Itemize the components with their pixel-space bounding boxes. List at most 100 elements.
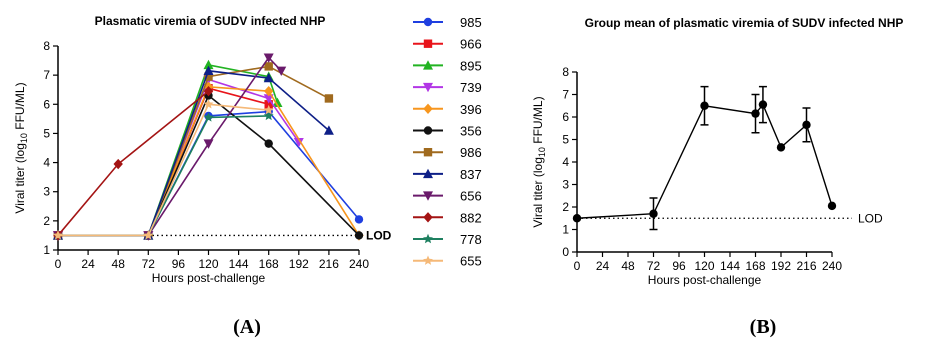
- data-point: [203, 65, 214, 75]
- y-tick-label: 8: [43, 39, 50, 53]
- series-778: [53, 110, 274, 240]
- data-point: [700, 101, 709, 110]
- x-tick-label: 72: [647, 259, 661, 273]
- x-tick-label: 144: [229, 257, 249, 271]
- chart-title: Group mean of plasmatic viremia of SUDV …: [585, 16, 904, 30]
- data-point: [572, 214, 582, 223]
- data-point: [263, 110, 274, 121]
- legend-label: 656: [460, 189, 482, 204]
- data-point: [263, 72, 274, 83]
- data-point: [264, 139, 273, 148]
- legend-item-656: 656: [413, 189, 482, 204]
- series-985: [53, 107, 364, 240]
- x-tick-label: 0: [574, 259, 581, 273]
- legend-item-655: 655: [413, 254, 482, 269]
- data-point: [354, 215, 364, 224]
- legend-item-986: 986: [413, 145, 482, 160]
- x-axis-label: Hours post-challenge: [648, 273, 762, 287]
- series-line: [58, 69, 330, 237]
- series-line: [58, 85, 360, 237]
- data-point: [143, 230, 154, 240]
- data-point: [113, 158, 123, 170]
- legend-label: 739: [460, 80, 482, 95]
- data-point: [354, 231, 364, 240]
- data-point: [203, 139, 214, 149]
- x-tick-label: 0: [55, 257, 62, 271]
- data-point: [293, 137, 304, 148]
- data-point: [203, 85, 214, 97]
- x-tick-label: 168: [259, 257, 279, 271]
- y-axis-label: Viral titer (log10 FFU/ML): [13, 82, 29, 213]
- data-point: [324, 94, 334, 103]
- series-line: [58, 56, 282, 237]
- legend-item-396: 396: [413, 102, 482, 117]
- y-tick-label: 3: [43, 185, 50, 199]
- legend-label: 837: [460, 167, 482, 182]
- panel-a-legend: 985 966 895 739 396 356 986 837 656 882 778 655: [413, 15, 482, 269]
- y-tick-label: 1: [43, 243, 50, 257]
- x-tick-label: 48: [112, 257, 126, 271]
- y-tick-label: 5: [43, 126, 50, 140]
- legend-marker: [423, 255, 433, 265]
- legend-item-739: 739: [413, 80, 482, 95]
- series-986: [53, 62, 334, 240]
- y-tick-label: 2: [43, 214, 50, 228]
- data-point: [776, 143, 786, 152]
- y-tick-label: 7: [43, 68, 50, 82]
- series-655: [53, 99, 274, 240]
- legend-label: 985: [460, 15, 482, 30]
- legend-label: 778: [460, 232, 482, 247]
- legend-item-895: 895: [413, 58, 482, 73]
- x-tick-label: 24: [596, 259, 610, 273]
- data-point: [264, 85, 274, 97]
- lod-label: LOD: [366, 228, 392, 242]
- data-point: [827, 201, 837, 211]
- series-882: [53, 85, 214, 241]
- x-tick-label: 96: [672, 259, 686, 273]
- legend-marker: [423, 103, 433, 114]
- y-tick-label: 0: [562, 245, 569, 259]
- data-point: [758, 100, 768, 109]
- legend-label: 986: [460, 145, 482, 160]
- x-tick-label: 48: [621, 259, 635, 273]
- data-point: [802, 120, 811, 130]
- data-point: [203, 59, 214, 70]
- legend-item-356: 356: [413, 124, 482, 139]
- data-point: [204, 72, 213, 81]
- series-line: [58, 115, 269, 237]
- panel-a-label: (A): [233, 316, 261, 338]
- data-point: [649, 209, 658, 218]
- x-tick-label: 216: [319, 257, 339, 271]
- legend-marker: [423, 60, 433, 70]
- x-tick-label: 72: [142, 257, 156, 271]
- x-tick-label: 120: [198, 257, 218, 271]
- x-tick-label: 168: [745, 259, 765, 273]
- data-point: [264, 100, 273, 109]
- legend-label: 882: [460, 210, 482, 225]
- y-tick-label: 2: [562, 200, 569, 214]
- data-point: [264, 62, 273, 71]
- x-tick-label: 192: [289, 257, 309, 271]
- y-tick-label: 5: [562, 133, 569, 147]
- data-point: [751, 109, 760, 118]
- legend-item-882: 882: [413, 210, 482, 225]
- legend-label: 966: [460, 37, 482, 52]
- y-tick-label: 3: [562, 178, 569, 192]
- x-tick-label: 216: [796, 259, 816, 273]
- legend-item-837: 837: [413, 167, 482, 182]
- legend-item-778: 778: [413, 232, 482, 247]
- y-tick-label: 4: [562, 155, 569, 169]
- legend-item-985: 985: [413, 15, 482, 30]
- data-point: [276, 66, 287, 76]
- legend-marker: [423, 233, 433, 244]
- series-line: [576, 103, 833, 219]
- data-point: [203, 112, 214, 122]
- legend-marker: [423, 168, 433, 179]
- series-837: [53, 65, 334, 240]
- series-656: [53, 53, 287, 241]
- series-line: [58, 110, 360, 237]
- x-tick-label: 240: [822, 259, 842, 273]
- data-point: [272, 97, 283, 108]
- data-point: [203, 99, 214, 109]
